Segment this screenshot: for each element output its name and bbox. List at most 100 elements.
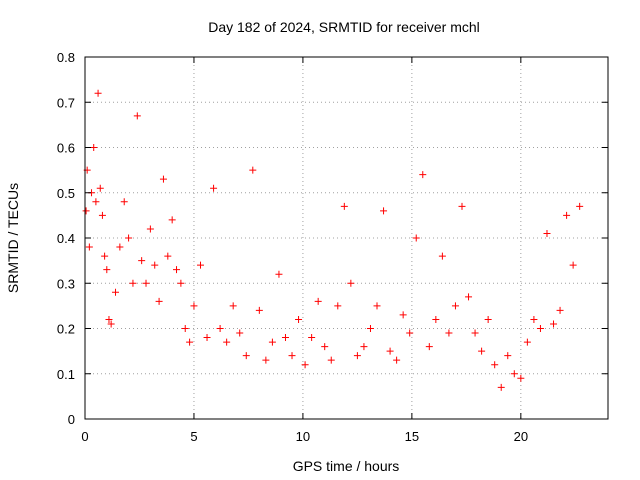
data-point	[255, 306, 263, 314]
data-point	[451, 302, 459, 310]
data-point	[116, 243, 124, 251]
data-point	[85, 243, 93, 251]
data-point	[103, 266, 111, 274]
data-point	[107, 320, 115, 328]
data-point	[386, 347, 394, 355]
data-point	[301, 361, 309, 369]
y-axis-label: SRMTID / TECUs	[5, 183, 21, 293]
data-point	[229, 302, 237, 310]
y-tick-label: 0.7	[57, 95, 75, 110]
data-point	[458, 202, 466, 210]
data-point	[96, 184, 104, 192]
data-point	[142, 279, 150, 287]
data-point	[146, 225, 154, 233]
data-point	[151, 261, 159, 269]
data-point	[406, 329, 414, 337]
data-point	[334, 302, 342, 310]
x-tick-label: 15	[405, 429, 419, 444]
data-point	[543, 229, 551, 237]
y-tick-label: 0.5	[57, 186, 75, 201]
data-point	[510, 370, 518, 378]
data-point	[101, 252, 109, 260]
data-point	[138, 257, 146, 265]
data-point	[196, 261, 204, 269]
data-point	[98, 211, 106, 219]
data-point	[164, 252, 172, 260]
grid	[85, 57, 608, 419]
data-point	[353, 352, 361, 360]
data-point	[340, 202, 348, 210]
data-point	[82, 207, 90, 215]
axis-ticks: 0 0.1 0.2 0.3 0.4 0.5 0.6 0.7 0.8 0 5 10 15 20	[57, 50, 608, 444]
data-point	[399, 311, 407, 319]
data-point	[380, 207, 388, 215]
data-point	[576, 202, 584, 210]
data-point	[550, 320, 558, 328]
data-point	[393, 356, 401, 364]
data-point	[155, 297, 163, 305]
data-point	[120, 198, 128, 206]
data-point	[425, 343, 433, 351]
data-point	[484, 315, 492, 323]
data-point	[563, 211, 571, 219]
data-point	[569, 261, 577, 269]
data-point	[92, 198, 100, 206]
data-point	[438, 252, 446, 260]
data-point	[242, 352, 250, 360]
data-point	[478, 347, 486, 355]
data-point	[112, 288, 120, 296]
data-point	[210, 184, 218, 192]
data-point	[536, 325, 544, 332]
data-point	[523, 338, 531, 346]
plot-frame	[84, 56, 609, 420]
data-point	[249, 166, 257, 174]
data-point	[504, 352, 512, 360]
data-point	[223, 338, 231, 346]
data-point	[366, 325, 374, 332]
data-point	[281, 334, 289, 342]
data-point	[177, 279, 185, 287]
data-point	[327, 356, 335, 364]
data-point	[268, 338, 276, 346]
data-point	[190, 302, 198, 310]
data-point	[497, 383, 505, 391]
data-point	[262, 356, 270, 364]
data-point	[159, 175, 167, 183]
data-point	[465, 293, 473, 301]
x-tick-label: 0	[81, 429, 88, 444]
y-tick-label: 0.3	[57, 276, 75, 291]
x-axis-label: GPS time / hours	[293, 458, 400, 474]
data-point	[347, 279, 355, 287]
data-point	[236, 329, 244, 337]
x-tick-label: 20	[514, 429, 528, 444]
data-point	[471, 329, 479, 337]
data-point	[530, 315, 538, 323]
data-point	[129, 279, 137, 287]
data-point	[432, 315, 440, 323]
y-tick-label: 0	[68, 412, 75, 427]
x-tick-label: 5	[190, 429, 197, 444]
data-point	[412, 234, 420, 242]
data-point	[186, 338, 194, 346]
data-point	[295, 315, 303, 323]
data-point	[203, 334, 211, 342]
data-point	[216, 325, 224, 332]
data-point	[275, 270, 283, 278]
data-point	[308, 334, 316, 342]
x-tick-label: 10	[296, 429, 310, 444]
chart-title: Day 182 of 2024, SRMTID for receiver mch…	[208, 19, 480, 35]
data-point	[373, 302, 381, 310]
data-point	[125, 234, 133, 242]
data-point	[517, 374, 525, 382]
y-tick-label: 0.4	[57, 231, 75, 246]
data-point	[181, 325, 189, 332]
data-point	[168, 216, 176, 224]
data-point	[288, 352, 296, 360]
data-point	[173, 266, 181, 274]
data-point	[105, 315, 113, 323]
data-point	[419, 171, 427, 179]
data-point	[360, 343, 368, 351]
y-tick-label: 0.1	[57, 367, 75, 382]
data-point	[133, 112, 141, 120]
